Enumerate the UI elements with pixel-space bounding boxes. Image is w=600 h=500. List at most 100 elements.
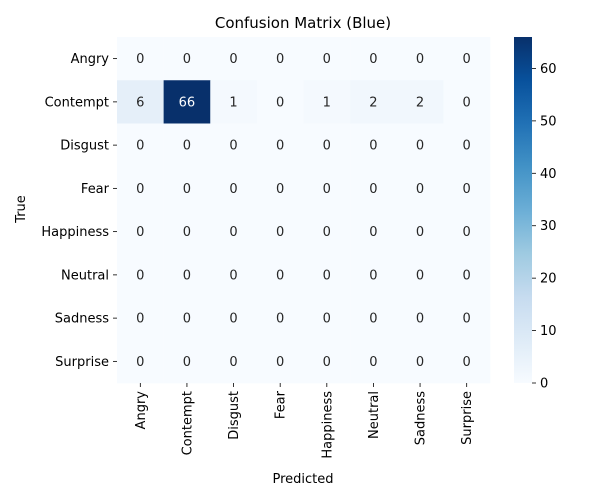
heatmap-cell-1-0: [117, 80, 164, 124]
cell-value-0-0: 0: [136, 52, 144, 67]
heatmap-cell-4-2: [210, 210, 258, 254]
cell-value-7-1: 0: [183, 355, 191, 370]
heatmap-cell-1-4: [303, 80, 351, 124]
heatmap-cell-2-6: [396, 123, 444, 168]
cell-value-2-4: 0: [323, 139, 331, 154]
cell-value-4-0: 0: [136, 225, 144, 240]
heatmap-cell-1-3: [256, 80, 304, 124]
cell-value-4-6: 0: [416, 225, 424, 240]
cell-value-0-4: 0: [323, 52, 331, 67]
cell-value-3-3: 0: [276, 182, 284, 197]
colorbar-tick-label-10: 10: [540, 324, 557, 339]
cell-value-3-7: 0: [463, 182, 471, 197]
heatmap-cell-3-1: [163, 166, 211, 211]
cell-value-3-2: 0: [229, 182, 237, 197]
heatmap-cell-5-0: [117, 253, 164, 297]
cell-value-7-3: 0: [276, 355, 284, 370]
heatmap-cell-2-1: [163, 123, 211, 168]
colorbar-tick-label-40: 40: [540, 167, 557, 182]
cell-value-0-1: 0: [183, 52, 191, 67]
y-tick-label-6: Sadness: [55, 312, 109, 327]
cell-value-0-3: 0: [276, 52, 284, 67]
cell-value-1-2: 1: [229, 95, 237, 110]
cell-value-5-2: 0: [229, 268, 237, 283]
x-tick-label-3: Fear: [274, 390, 289, 419]
heatmap-cell-1-6: [396, 80, 444, 124]
cell-value-5-7: 0: [463, 268, 471, 283]
cell-value-1-1: 66: [179, 95, 196, 110]
cell-value-1-3: 0: [276, 95, 284, 110]
y-tick-label-3: Fear: [81, 182, 110, 197]
heatmap-cell-3-4: [303, 166, 351, 211]
cell-value-3-1: 0: [183, 182, 191, 197]
y-tick-labels: Angry Contempt Disgust Fear Happiness Neutral…: [41, 52, 117, 370]
heatmap-cell-0-0: [117, 37, 164, 81]
cell-value-2-0: 0: [136, 139, 144, 154]
heatmap-cell-7-5: [350, 339, 398, 384]
heatmap-cell-7-0: [117, 339, 164, 384]
y-axis-label: True: [14, 195, 29, 224]
cell-value-5-3: 0: [276, 268, 284, 283]
x-tick-label-7: Surprise: [460, 391, 475, 445]
x-tick-label-0: Angry: [134, 391, 149, 430]
heatmap-cell-3-7: [443, 166, 491, 211]
heatmap-grid: 0 0 0 0 0 0 0 06 66 1 0 1 2 2 00 0 0 0 0 0 0 00 0 0 0 0 0 0 00 0 0 0 0 0 0…: [117, 37, 491, 384]
heatmap-cell-3-5: [350, 166, 398, 211]
cell-value-2-2: 0: [229, 139, 237, 154]
heatmap-cell-0-6: [396, 37, 444, 81]
heatmap-cell-3-2: [210, 166, 258, 211]
heatmap-cell-0-2: [210, 37, 258, 81]
cell-value-6-7: 0: [463, 312, 471, 327]
chart-title: Confusion Matrix (Blue): [215, 14, 391, 32]
heatmap-cell-5-4: [303, 253, 351, 297]
heatmap-cell-0-7: [443, 37, 491, 81]
heatmap-cell-5-7: [443, 253, 491, 297]
heatmap-cell-0-5: [350, 37, 398, 81]
colorbar-gradient: [514, 37, 532, 383]
cell-value-4-1: 0: [183, 225, 191, 240]
colorbar-tick-label-0: 0: [540, 377, 548, 392]
heatmap-cell-0-3: [256, 37, 304, 81]
heatmap-cell-2-2: [210, 123, 258, 168]
x-tick-label-5: Neutral: [367, 391, 382, 439]
heatmap-cell-4-4: [303, 210, 351, 254]
heatmap-cell-4-5: [350, 210, 398, 254]
heatmap-cell-5-6: [396, 253, 444, 297]
cell-value-0-2: 0: [229, 52, 237, 67]
cell-value-1-5: 2: [369, 95, 377, 110]
cell-value-4-5: 0: [369, 225, 377, 240]
cell-value-6-1: 0: [183, 312, 191, 327]
heatmap-cell-7-2: [210, 339, 258, 384]
x-tick-label-2: Disgust: [227, 391, 242, 440]
cell-value-3-4: 0: [323, 182, 331, 197]
cell-value-3-0: 0: [136, 182, 144, 197]
heatmap-cell-3-0: [117, 166, 164, 211]
heatmap-cell-6-5: [350, 296, 398, 341]
cell-value-7-6: 0: [416, 355, 424, 370]
cell-value-2-7: 0: [463, 139, 471, 154]
cell-value-4-7: 0: [463, 225, 471, 240]
colorbar-tick-label-50: 50: [540, 114, 557, 129]
cell-value-7-7: 0: [463, 355, 471, 370]
heatmap-cell-7-7: [443, 339, 491, 384]
heatmap-cell-3-6: [396, 166, 444, 211]
heatmap-cell-5-1: [163, 253, 211, 297]
cell-value-5-5: 0: [369, 268, 377, 283]
heatmap-cell-2-0: [117, 123, 164, 168]
x-tick-label-4: Happiness: [320, 391, 335, 459]
cell-value-0-5: 0: [369, 52, 377, 67]
cell-value-2-3: 0: [276, 139, 284, 154]
y-tick-label-4: Happiness: [41, 225, 109, 240]
heatmap-cell-5-2: [210, 253, 258, 297]
heatmap-cell-4-1: [163, 210, 211, 254]
cell-value-4-2: 0: [229, 225, 237, 240]
cell-value-1-7: 0: [463, 95, 471, 110]
heatmap-cell-6-1: [163, 296, 211, 341]
cell-value-6-2: 0: [229, 312, 237, 327]
y-tick-label-7: Surprise: [55, 355, 109, 370]
cell-value-2-1: 0: [183, 139, 191, 154]
heatmap-cell-7-1: [163, 339, 211, 384]
colorbar-tick-label-20: 20: [540, 272, 557, 287]
heatmap-cell-0-4: [303, 37, 351, 81]
heatmap-cell-4-7: [443, 210, 491, 254]
